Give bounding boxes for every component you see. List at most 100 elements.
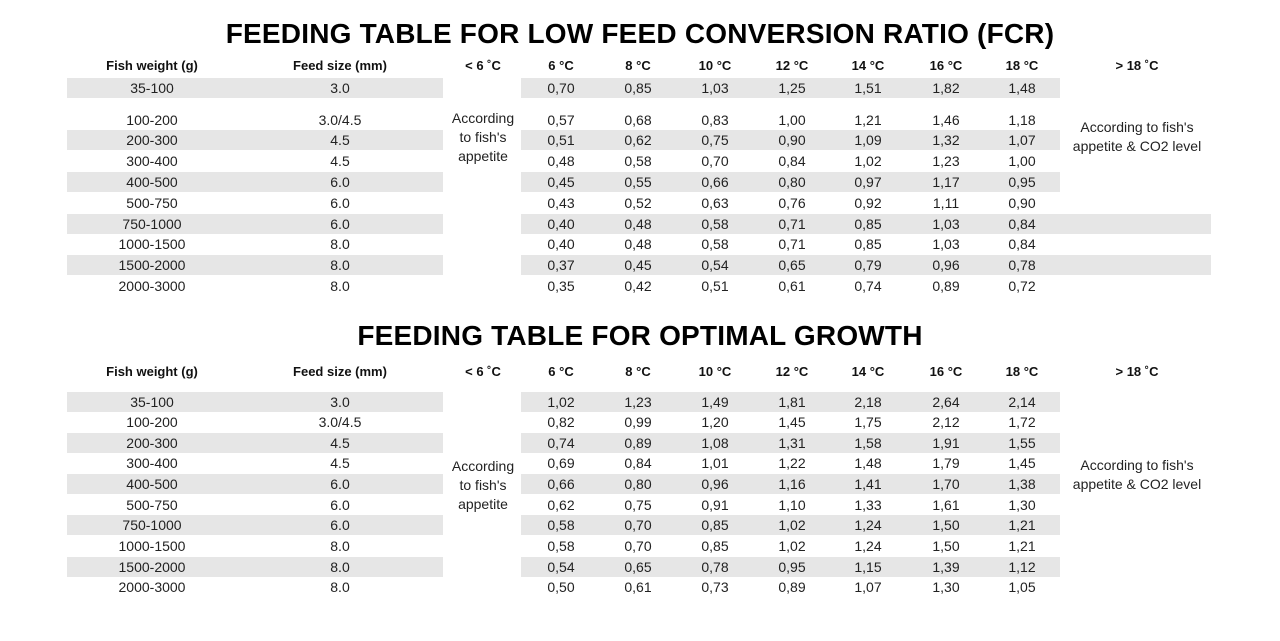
table-row: 2000-3000 8.0 0,50 0,61 0,73 0,89 1,07 1,30 1,05 <box>0 577 1280 597</box>
ratio-value-cell: 1,18 <box>1008 112 1036 128</box>
fish-weight-cell: 400-500 <box>126 174 178 190</box>
row-shading-left <box>67 433 443 453</box>
header-above18: > 18 ˚C <box>1115 58 1159 73</box>
ratio-value-cell: 0,62 <box>624 132 652 148</box>
row-shading-left <box>67 130 443 150</box>
ratio-value-cell: 0,40 <box>547 236 575 252</box>
ratio-value-cell: 0,66 <box>547 476 575 492</box>
ratio-value-cell: 0,89 <box>932 278 960 294</box>
header-t18: 18 °C <box>1005 364 1039 379</box>
ratio-value-cell: 2,12 <box>932 414 960 430</box>
ratio-value-cell: 0,84 <box>778 153 806 169</box>
feed-size-cell: 3.0 <box>330 80 350 96</box>
ratio-value-cell: 0,89 <box>778 579 806 595</box>
ratio-value-cell: 0,72 <box>1008 278 1036 294</box>
ratio-value-cell: 0,58 <box>624 153 652 169</box>
ratio-value-cell: 1,41 <box>854 476 882 492</box>
above-18c-note: According to fish's appetite & CO2 level <box>1072 457 1202 492</box>
feed-size-cell: 8.0 <box>330 236 350 252</box>
ratio-value-cell: 1,08 <box>701 435 729 451</box>
header-t10: 10 °C <box>698 364 732 379</box>
ratio-value-cell: 0,50 <box>547 579 575 595</box>
table-row: 300-400 4.5 0,69 0,84 1,01 1,22 1,48 1,79 1,45 <box>0 453 1280 473</box>
ratio-value-cell: 0,54 <box>701 257 729 273</box>
fish-weight-cell: 400-500 <box>126 476 178 492</box>
header-t16: 16 °C <box>929 58 963 73</box>
table-row: 1500-2000 8.0 0,54 0,65 0,78 0,95 1,15 1,39 1,12 <box>0 557 1280 577</box>
ratio-value-cell: 0,43 <box>547 195 575 211</box>
feed-size-cell: 4.5 <box>330 153 350 169</box>
header-t12: 12 °C <box>775 364 809 379</box>
ratio-value-cell: 1,33 <box>854 497 882 513</box>
ratio-value-cell: 0,54 <box>547 559 575 575</box>
ratio-value-cell: 1,12 <box>1008 559 1036 575</box>
ratio-value-cell: 1,24 <box>854 538 882 554</box>
ratio-value-cell: 0,52 <box>624 195 652 211</box>
fish-weight-cell: 1000-1500 <box>118 236 186 252</box>
ratio-value-cell: 0,73 <box>701 579 729 595</box>
ratio-value-cell: 0,78 <box>701 559 729 575</box>
ratio-value-cell: 0,35 <box>547 278 575 294</box>
fish-weight-cell: 500-750 <box>126 195 178 211</box>
ratio-value-cell: 1,49 <box>701 394 729 410</box>
ratio-value-cell: 0,85 <box>701 538 729 554</box>
table-row: 750-1000 6.0 0,40 0,48 0,58 0,71 0,85 1,03 0,84 <box>0 214 1280 234</box>
fish-weight-cell: 750-1000 <box>122 216 182 232</box>
ratio-value-cell: 1,30 <box>1008 497 1036 513</box>
fish-weight-cell: 1500-2000 <box>118 559 186 575</box>
ratio-value-cell: 0,70 <box>701 153 729 169</box>
ratio-value-cell: 0,90 <box>1008 195 1036 211</box>
header-t6: 6 °C <box>548 58 574 73</box>
ratio-value-cell: 1,24 <box>854 517 882 533</box>
ratio-value-cell: 0,83 <box>701 112 729 128</box>
ratio-value-cell: 0,58 <box>547 517 575 533</box>
table-row: 200-300 4.5 0,74 0,89 1,08 1,31 1,58 1,91 1,55 <box>0 433 1280 453</box>
row-shading-values <box>521 130 1060 150</box>
ratio-value-cell: 2,14 <box>1008 394 1036 410</box>
ratio-value-cell: 1,15 <box>854 559 882 575</box>
ratio-value-cell: 0,96 <box>932 257 960 273</box>
fish-weight-cell: 500-750 <box>126 497 178 513</box>
ratio-value-cell: 1,09 <box>854 132 882 148</box>
ratio-value-cell: 1,46 <box>932 112 960 128</box>
table-row: 400-500 6.0 0,66 0,80 0,96 1,16 1,41 1,70 1,38 <box>0 474 1280 494</box>
ratio-value-cell: 0,95 <box>778 559 806 575</box>
ratio-value-cell: 1,11 <box>932 195 960 211</box>
ratio-value-cell: 1,23 <box>624 394 652 410</box>
ratio-value-cell: 1,07 <box>1008 132 1036 148</box>
header-t14: 14 °C <box>851 364 885 379</box>
table-row: 400-500 6.0 0,45 0,55 0,66 0,80 0,97 1,17 0,95 <box>0 172 1280 192</box>
ratio-value-cell: 0,92 <box>854 195 882 211</box>
ratio-value-cell: 0,70 <box>624 538 652 554</box>
fish-weight-cell: 300-400 <box>126 153 178 169</box>
ratio-value-cell: 1,55 <box>1008 435 1036 451</box>
ratio-value-cell: 1,72 <box>1008 414 1036 430</box>
ratio-value-cell: 0,85 <box>854 216 882 232</box>
table-row: 100-200 3.0/4.5 0,82 0,99 1,20 1,45 1,75 2,12 1,… <box>0 412 1280 432</box>
ratio-value-cell: 1,03 <box>701 80 729 96</box>
fish-weight-cell: 35-100 <box>130 394 174 410</box>
ratio-value-cell: 1,31 <box>778 435 806 451</box>
ratio-value-cell: 0,70 <box>547 80 575 96</box>
feed-size-cell: 3.0/4.5 <box>318 112 362 128</box>
ratio-value-cell: 0,76 <box>778 195 806 211</box>
ratio-value-cell: 1,17 <box>932 174 960 190</box>
header-weight: Fish weight (g) <box>106 58 198 73</box>
ratio-value-cell: 1,03 <box>932 216 960 232</box>
ratio-value-cell: 0,45 <box>547 174 575 190</box>
fish-weight-cell: 200-300 <box>126 132 178 148</box>
header-t16: 16 °C <box>929 364 963 379</box>
table-row: 100-200 3.0/4.5 0,57 0,68 0,83 1,00 1,21 1,46 1,… <box>0 110 1280 130</box>
header-t8: 8 °C <box>625 58 651 73</box>
ratio-value-cell: 0,48 <box>547 153 575 169</box>
fish-weight-cell: 1500-2000 <box>118 257 186 273</box>
fish-weight-cell: 750-1000 <box>122 517 182 533</box>
ratio-value-cell: 0,91 <box>701 497 729 513</box>
feed-size-cell: 6.0 <box>330 174 350 190</box>
ratio-value-cell: 1,20 <box>701 414 729 430</box>
ratio-value-cell: 1,02 <box>547 394 575 410</box>
ratio-value-cell: 0,71 <box>778 216 806 232</box>
ratio-value-cell: 0,48 <box>624 236 652 252</box>
fish-weight-cell: 2000-3000 <box>118 278 186 294</box>
feed-size-cell: 6.0 <box>330 476 350 492</box>
